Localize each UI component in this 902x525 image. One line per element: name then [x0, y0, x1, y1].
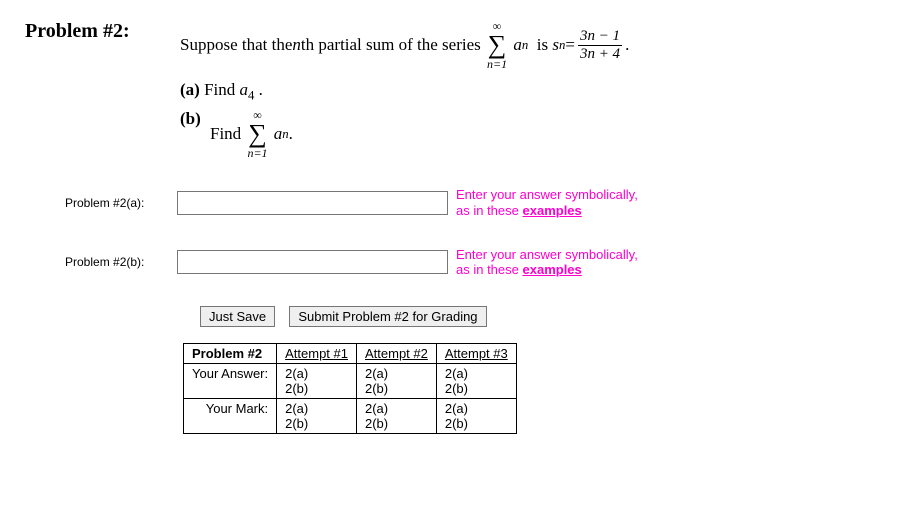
table-header-2: Attempt #2: [357, 343, 437, 363]
answer-a-hint: Enter your answer symbolically, as in th…: [456, 187, 638, 218]
cell-b: 2(b): [285, 381, 308, 396]
hint-l2-pre: as in these: [456, 203, 523, 218]
submit-button[interactable]: Submit Problem #2 for Grading: [289, 306, 486, 327]
cell: 2(a)2(b): [277, 398, 357, 433]
cell: 2(a)2(b): [357, 363, 437, 398]
answer-b-input[interactable]: [177, 250, 448, 274]
frac-num: 3n − 1: [578, 28, 622, 46]
sum-bot: n=1: [487, 58, 507, 70]
cell: 2(a)2(b): [277, 363, 357, 398]
row-your-answer: Your Answer:: [184, 363, 277, 398]
hint-l1: Enter your answer symbolically,: [456, 187, 638, 202]
cell-b: 2(b): [445, 416, 468, 431]
term-sub: n: [522, 38, 528, 53]
attempts-table: Problem #2 Attempt #1 Attempt #2 Attempt…: [183, 343, 517, 434]
table-row: Your Mark: 2(a)2(b) 2(a)2(b) 2(a)2(b): [184, 398, 517, 433]
examples-link-b[interactable]: examples: [523, 262, 582, 277]
table-header-1: Attempt #1: [277, 343, 357, 363]
term-a: a: [513, 35, 522, 55]
intro-mid: th partial sum of the series: [301, 35, 481, 55]
cell: 2(a)2(b): [436, 398, 516, 433]
cell-a: 2(a): [365, 401, 388, 416]
sum-symbol: ∞ ∑ n=1: [487, 20, 507, 70]
part-a-var: a: [240, 80, 249, 99]
answer-a-label: Problem #2(a):: [25, 196, 177, 210]
sn-s: s: [552, 35, 559, 55]
sigma-icon-b: ∑: [248, 121, 267, 147]
cell-a: 2(a): [445, 366, 468, 381]
problem-statement: Suppose that the n th partial sum of the…: [180, 20, 629, 70]
table-row: Problem #2 Attempt #1 Attempt #2 Attempt…: [184, 343, 517, 363]
cell-b: 2(b): [285, 416, 308, 431]
row-your-mark: Your Mark:: [184, 398, 277, 433]
intro-tail: .: [625, 35, 629, 55]
hint-b-l1: Enter your answer symbolically,: [456, 247, 638, 262]
table-header-0: Problem #2: [184, 343, 277, 363]
sum-b-bot: n=1: [247, 147, 267, 159]
is-text: is: [537, 35, 548, 55]
fraction: 3n − 1 3n + 4: [578, 28, 622, 62]
part-b: (b) Find ∞ ∑ n=1 an .: [180, 109, 877, 159]
cell-b: 2(b): [445, 381, 468, 396]
cell-a: 2(a): [285, 366, 308, 381]
part-b-find: Find: [210, 124, 241, 144]
cell-a: 2(a): [445, 401, 468, 416]
parts: (a) Find a4 . (b) Find ∞ ∑ n=1 an .: [180, 80, 877, 159]
cell: 2(a)2(b): [357, 398, 437, 433]
part-a-post: .: [259, 80, 263, 99]
cell: 2(a)2(b): [436, 363, 516, 398]
table-header-3: Attempt #3: [436, 343, 516, 363]
part-b-label: (b): [180, 109, 201, 128]
just-save-button[interactable]: Just Save: [200, 306, 275, 327]
part-b-term: a: [274, 124, 283, 144]
answer-b-hint: Enter your answer symbolically, as in th…: [456, 247, 638, 278]
cell-b: 2(b): [365, 416, 388, 431]
cell-a: 2(a): [365, 366, 388, 381]
answer-b-label: Problem #2(b):: [25, 255, 177, 269]
sum-symbol-b: ∞ ∑ n=1: [247, 109, 267, 159]
answer-a-input[interactable]: [177, 191, 448, 215]
part-a-pre: Find: [204, 80, 239, 99]
cell-b: 2(b): [365, 381, 388, 396]
examples-link[interactable]: examples: [523, 203, 582, 218]
intro-nth: n: [292, 35, 301, 55]
eq: =: [565, 35, 575, 55]
part-a: (a) Find a4 .: [180, 80, 877, 103]
sigma-icon: ∑: [488, 32, 507, 58]
cell-a: 2(a): [285, 401, 308, 416]
part-b-post: .: [289, 124, 293, 144]
hint-b-l2-pre: as in these: [456, 262, 523, 277]
table-row: Your Answer: 2(a)2(b) 2(a)2(b) 2(a)2(b): [184, 363, 517, 398]
part-a-label: (a): [180, 80, 200, 99]
problem-title: Problem #2:: [25, 20, 180, 43]
part-a-sub: 4: [248, 88, 254, 102]
frac-den: 3n + 4: [578, 46, 622, 63]
intro-pre: Suppose that the: [180, 35, 292, 55]
